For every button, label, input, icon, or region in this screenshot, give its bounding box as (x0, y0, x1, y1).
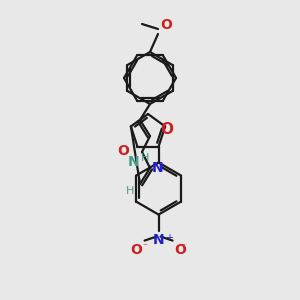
Text: O: O (160, 122, 173, 137)
Text: N: N (152, 161, 164, 175)
Text: N: N (128, 155, 139, 169)
Text: ⁻: ⁻ (181, 243, 186, 253)
Text: H: H (141, 153, 149, 163)
Text: +: + (165, 232, 172, 243)
Text: N: N (153, 232, 164, 247)
Text: O: O (118, 144, 129, 158)
Text: H: H (126, 186, 134, 196)
Text: ⁻: ⁻ (142, 243, 148, 253)
Text: O: O (160, 18, 172, 32)
Text: O: O (131, 243, 142, 256)
Text: O: O (175, 243, 187, 256)
